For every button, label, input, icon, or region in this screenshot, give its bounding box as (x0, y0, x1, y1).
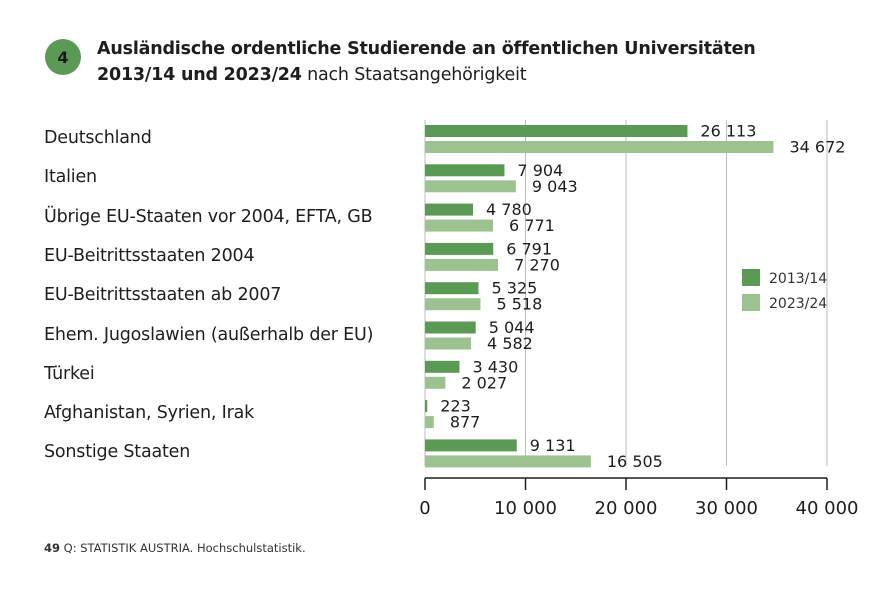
data-label: 5 044 (489, 318, 535, 337)
legend-label: 2013/14 (769, 271, 827, 287)
bar-2023-24 (425, 219, 494, 232)
category-label: Sonstige Staaten (44, 442, 191, 463)
category-label: Italien (44, 167, 97, 188)
figure-number-badge: 4 (45, 39, 81, 75)
data-label: 2 027 (461, 373, 507, 392)
source-number: 49 (44, 541, 61, 555)
data-label: 9 131 (530, 436, 576, 455)
title-years: 2013/14 und 2023/24 (97, 65, 302, 85)
data-label: 4 780 (486, 200, 532, 219)
data-label: 34 672 (789, 138, 845, 157)
bar-2013-14 (425, 400, 428, 413)
x-tick-label: 20 000 (595, 498, 658, 519)
data-label: 16 505 (607, 452, 663, 471)
category-label: EU-Beitrittsstaaten 2004 (44, 245, 255, 266)
bar-2023-24 (425, 298, 481, 311)
source-note: 49 Q: STATISTIK AUSTRIA. Hochschulstatis… (44, 541, 306, 555)
data-label: 5 518 (496, 295, 542, 314)
category-label: Deutschland (44, 128, 152, 148)
legend-swatch (742, 269, 760, 286)
bar-2013-14 (425, 321, 476, 334)
bar-2013-14 (425, 282, 479, 295)
category-label: Türkei (44, 363, 95, 384)
bar-2023-24 (425, 337, 472, 350)
title-subtitle: nach Staatsangehörigkeit (301, 65, 527, 85)
chart-title: Ausländische ordentliche Studierende an … (97, 36, 756, 88)
category-label: Übrige EU-Staaten vor 2004, EFTA, GB (44, 206, 373, 227)
x-tick-label: 30 000 (695, 498, 758, 519)
data-label: 3 430 (472, 357, 518, 376)
bar-2023-24 (425, 455, 591, 468)
category-label: Afghanistan, Syrien, Irak (44, 403, 255, 424)
bar-2023-24 (425, 416, 434, 429)
x-tick-label: 10 000 (494, 498, 557, 519)
data-label: 7 270 (514, 255, 560, 274)
category-label: Ehem. Jugoslawien (außerhalb der EU) (44, 324, 374, 345)
bar-2013-14 (425, 125, 688, 137)
data-label: 6 791 (506, 239, 552, 258)
bar-2023-24 (425, 180, 516, 193)
data-label: 877 (450, 413, 481, 432)
x-tick-label: 0 (419, 498, 430, 519)
bar-2013-14 (425, 164, 505, 177)
x-tick-label: 40 000 (796, 498, 859, 519)
data-label: 223 (440, 397, 471, 416)
bar-2013-14 (425, 242, 494, 255)
bar-2013-14 (425, 203, 474, 216)
bar-2023-24 (425, 376, 446, 389)
bar-2023-24 (425, 258, 499, 271)
data-label: 6 771 (509, 216, 555, 235)
data-label: 4 582 (487, 334, 533, 353)
data-label: 9 043 (532, 177, 578, 196)
bar-2013-14 (425, 439, 517, 452)
source-text: Q: STATISTIK AUSTRIA. Hochschulstatistik… (60, 541, 306, 555)
data-label: 26 113 (700, 122, 756, 141)
category-label: EU-Beitrittsstaaten ab 2007 (44, 285, 282, 306)
legend-label: 2023/24 (769, 296, 827, 312)
legend-swatch (742, 294, 760, 311)
data-label: 7 904 (517, 161, 563, 180)
bar-2023-24 (425, 141, 774, 153)
data-label: 5 325 (492, 279, 538, 298)
title-line-1: Ausländische ordentliche Studierende an … (97, 39, 756, 59)
bar-2013-14 (425, 360, 460, 373)
